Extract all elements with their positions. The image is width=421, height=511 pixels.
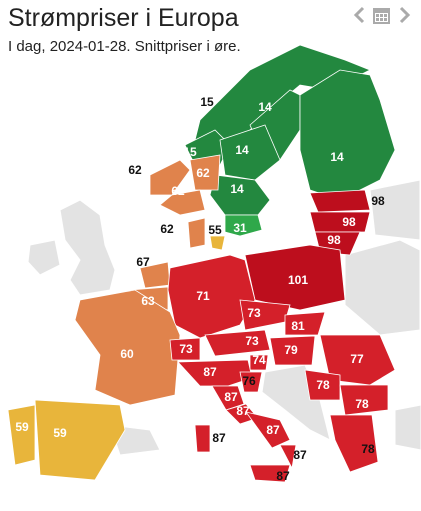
price-label: 87 [266,423,280,437]
price-region [269,335,316,366]
date-nav [353,6,411,24]
price-region [159,189,206,216]
price-region [7,404,36,466]
price-region [279,444,297,470]
price-region [249,464,291,483]
price-label: 81 [291,319,305,333]
price-label: 15 [200,95,214,109]
price-label: 73 [179,342,193,356]
price-label: 14 [258,100,272,114]
price-region [304,369,341,401]
price-region [211,385,245,411]
price-label: 62 [171,184,185,198]
price-label: 15 [183,145,197,159]
price-label: 76 [242,374,256,388]
price-label: 71 [196,289,210,303]
price-label: 73 [245,334,259,348]
price-region [204,329,271,357]
price-region [239,371,263,393]
price-region [245,411,291,449]
prev-day[interactable] [353,6,365,24]
price-label: 87 [203,365,217,379]
price-label: 98 [342,215,356,229]
price-label: 87 [293,448,307,462]
price-region [299,69,396,201]
price-region [167,254,256,339]
price-label: 14 [235,143,249,157]
subtitle: I dag, 2024-01-28. Snittpriser i øre. [8,38,241,55]
price-label: 63 [141,294,155,308]
next-day[interactable] [399,6,411,24]
price-label: 59 [15,420,29,434]
price-region [224,214,263,237]
price-label: 62 [128,163,142,177]
price-label: 59 [53,426,67,440]
price-label: 62 [196,166,210,180]
price-region [249,354,269,371]
price-label: 87 [236,404,250,418]
price-label: 62 [160,222,174,236]
price-label: 31 [233,221,247,235]
price-region [309,189,371,213]
price-label: 67 [136,255,150,269]
price-label: 98 [327,233,341,247]
price-label: 60 [120,347,134,361]
price-region [149,159,191,196]
price-label: 78 [316,378,330,392]
price-label: 73 [247,306,261,320]
price-region [74,289,181,406]
price-region [284,311,326,336]
price-label: 87 [224,390,238,404]
price-label: 87 [276,469,290,483]
price-label: 101 [288,273,308,287]
price-label: 98 [371,194,385,208]
price-region [209,235,226,251]
price-label: 14 [330,150,344,164]
price-region [177,359,253,387]
price-label: 14 [230,182,244,196]
price-region [189,154,221,191]
price-label: 78 [355,397,369,411]
title: Strømpriser i Europa [8,4,239,32]
price-region [329,414,379,473]
price-region [194,424,211,453]
price-region [319,334,396,386]
price-region [187,217,206,249]
price-label: 87 [212,431,226,445]
price-label: 78 [361,442,375,456]
price-region [339,384,389,416]
price-label: 79 [284,343,298,357]
price-region [169,337,201,361]
price-label: 77 [350,352,364,366]
price-region [309,211,371,233]
calendar[interactable] [373,8,390,24]
price-label: 55 [208,223,222,237]
price-region [34,399,126,481]
price-label: 74 [252,353,266,367]
price-region [219,124,281,181]
